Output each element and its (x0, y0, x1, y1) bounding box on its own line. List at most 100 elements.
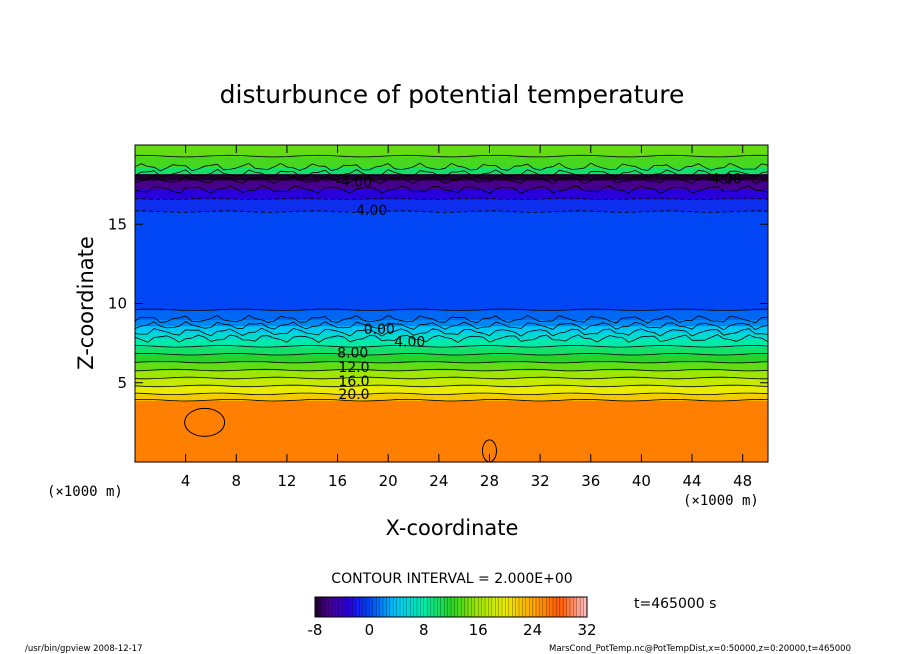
colorbar-cell-29 (413, 596, 418, 618)
colorbar-cell-37 (440, 596, 445, 618)
colorbar-cell-36 (437, 596, 442, 618)
contour-line-18 (134, 168, 769, 178)
contour-label-0: -4.00 (336, 174, 372, 190)
field-band-0 (135, 400, 768, 463)
contour-line-20 (134, 154, 769, 158)
colorbar-cell-60 (518, 596, 523, 618)
x-tick-label-5: 24 (429, 472, 448, 490)
field-band-12 (135, 309, 768, 320)
field-band-10 (135, 325, 768, 333)
y-axis-label: Z-coordinate (74, 236, 98, 370)
y-tick-label-0: 5 (117, 374, 127, 392)
colorbar-cell-42 (457, 596, 462, 618)
contour-label-8: 20.0 (338, 387, 369, 403)
contour-label-3: 0.00 (364, 322, 395, 338)
colorbar-cell-19 (379, 596, 384, 618)
colorbar-cell-27 (406, 596, 411, 618)
colorbar-cell-47 (474, 596, 479, 618)
contour-label-2: 4.00 (356, 203, 387, 219)
colorbar-cell-73 (563, 596, 568, 618)
colorbar-cell-68 (546, 596, 551, 618)
contour-label-5: 8.00 (337, 346, 368, 362)
contour-line-12 (134, 314, 769, 324)
field-band-16 (135, 179, 768, 190)
contour-lines (134, 154, 769, 463)
contour-line-2 (134, 392, 769, 395)
chart-title: disturbunce of potential temperature (220, 80, 685, 109)
colorbar-cell-64 (532, 596, 537, 618)
x-axis-ticks: 4 8 12 16 20 24 28 32 36 40 44 48 (181, 145, 752, 490)
field-band-11 (135, 319, 768, 327)
colorbar-tick-label-0: -8 (308, 621, 323, 639)
field-band-3 (135, 377, 768, 387)
contour-line-7 (134, 352, 769, 356)
colorbar-cell-34 (430, 596, 435, 618)
field-band-2 (135, 385, 768, 395)
contour-line-4 (134, 376, 768, 380)
colorbar-cell-23 (393, 596, 398, 618)
colorbar-cell-54 (498, 596, 503, 618)
colorbar-cell-74 (566, 596, 571, 618)
colorbar-cell-8 (342, 596, 347, 618)
colorbar-cell-58 (512, 596, 517, 618)
field-band-5 (135, 362, 768, 371)
x-tick-label-10: 44 (682, 472, 701, 490)
contour-line-17 (134, 175, 769, 185)
colorbar-cell-57 (508, 596, 513, 618)
contour-line-15 (134, 197, 769, 201)
footer-right: MarsCond_PotTemp.nc@PotTempDist,x=0:5000… (549, 644, 851, 654)
colorbar-ticks: -8 0 8 16 24 32 (308, 621, 597, 639)
colorbar-cell-69 (549, 596, 554, 618)
colorbar-cell-33 (427, 596, 432, 618)
colorbar-cell-20 (382, 596, 387, 618)
colorbar-cell-62 (525, 596, 530, 618)
colorbar-cell-56 (505, 596, 510, 618)
colorbar-cell-48 (478, 596, 483, 618)
contour-line-13 (134, 308, 769, 311)
colorbar-cell-1 (318, 596, 323, 618)
colorbar-cell-17 (372, 596, 377, 618)
colorbar-cell-77 (576, 596, 581, 618)
colorbar-cell-9 (345, 596, 350, 618)
colorbar-cell-16 (369, 596, 374, 618)
colorbar-cell-10 (348, 596, 353, 618)
x-tick-label-1: 8 (232, 472, 242, 490)
colorbar-cell-50 (484, 596, 489, 618)
colorbar-tick-label-2: 8 (419, 621, 429, 639)
colorbar-cell-67 (542, 596, 547, 618)
x-tick-label-7: 32 (531, 472, 550, 490)
colorbar-cell-32 (423, 596, 428, 618)
colorbar-frame (314, 596, 588, 618)
y-axis-ticks: 5 10 15 (108, 215, 768, 392)
x-tick-label-8: 36 (581, 472, 600, 490)
x-unit-note-left: (×1000 m) (47, 484, 123, 500)
contour-label-4: 4.00 (394, 335, 425, 351)
colorbar-cell-61 (522, 596, 527, 618)
colorbar-tick-label-5: 32 (577, 621, 596, 639)
y-tick-label-2: 15 (108, 215, 127, 233)
contour-line-5 (134, 368, 769, 372)
x-tick-label-0: 4 (181, 472, 191, 490)
colorbar-cell-53 (495, 596, 500, 618)
colorbar-cell-15 (365, 596, 370, 618)
colorbar-cell-5 (331, 596, 336, 618)
colorbar-cell-39 (447, 596, 452, 618)
colorbar-cell-52 (491, 596, 496, 618)
contour-label-7: 16.0 (338, 374, 369, 390)
x-tick-label-2: 12 (277, 472, 296, 490)
colorbar-cell-11 (352, 596, 357, 618)
field-band-4 (135, 370, 768, 379)
colorbar-cell-72 (559, 596, 564, 618)
colorbar-cell-40 (450, 596, 455, 618)
colorbar-cell-38 (444, 596, 449, 618)
field-band-6 (135, 354, 768, 363)
contour-line-9 (134, 334, 769, 343)
colorbar-cell-75 (569, 596, 574, 618)
colorbar-cell-59 (515, 596, 520, 618)
contour-line-19 (134, 162, 769, 172)
colorbar-tick-label-1: 0 (365, 621, 375, 639)
footer-left: /usr/bin/gpview 2008-12-17 (25, 644, 143, 654)
colorbar-cell-63 (529, 596, 534, 618)
contour-cell-left (184, 407, 226, 437)
